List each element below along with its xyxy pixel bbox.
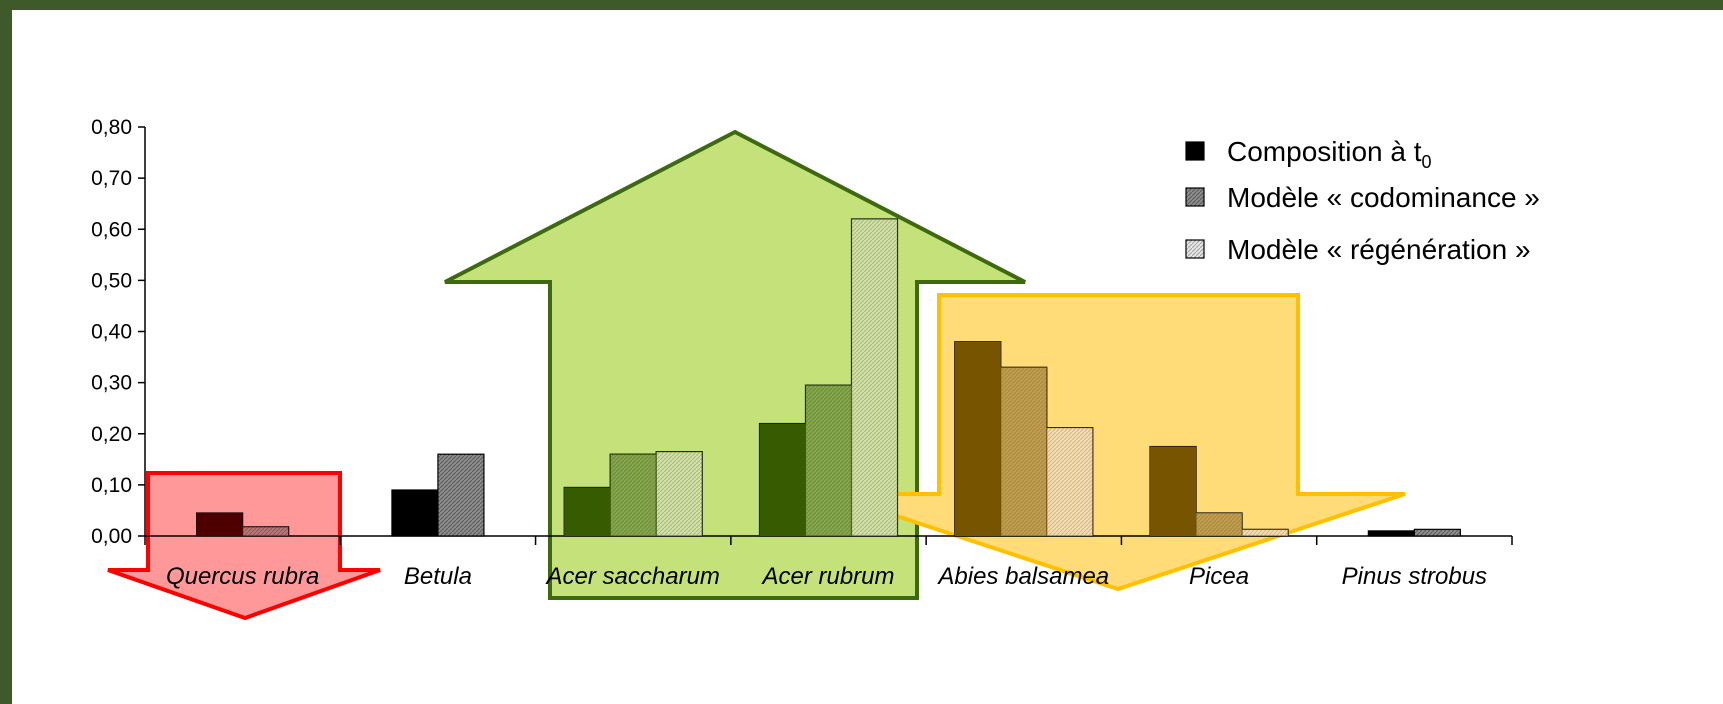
category-label: Picea xyxy=(1189,563,1249,590)
y-tick-label: 0,70 xyxy=(91,167,132,190)
bar-tint-4-1 xyxy=(1000,367,1047,536)
legend-label-2: Modèle « codominance » xyxy=(1227,182,1540,213)
bar-2-2 xyxy=(655,451,703,537)
bar-6-1 xyxy=(1413,528,1461,537)
category-label: Acer rubrum xyxy=(760,563,894,590)
bar-tint-3-1 xyxy=(805,385,852,536)
y-tick-label: 0,50 xyxy=(91,269,132,292)
legend-label-1: Composition à t0 xyxy=(1227,136,1432,172)
y-tick-label: 0,10 xyxy=(91,474,132,497)
category-label: Pinus strobus xyxy=(1342,563,1487,590)
legend-swatch-2 xyxy=(1185,187,1205,207)
bar-tint-3-0 xyxy=(759,423,806,536)
legend-label-3: Modèle « régénération » xyxy=(1227,234,1531,265)
bar-1-0 xyxy=(391,489,439,537)
category-label: Abies balsamea xyxy=(936,563,1109,590)
legend-swatch-1 xyxy=(1185,141,1205,161)
annotation-arrow-1 xyxy=(107,471,381,621)
y-tick-label: 0,80 xyxy=(91,116,132,139)
bar-tint-0-1 xyxy=(242,526,289,536)
y-tick-label: 0,40 xyxy=(91,321,132,344)
tint-layer xyxy=(196,219,1289,536)
bar-6-0 xyxy=(1367,530,1415,537)
y-tick-label: 0,30 xyxy=(91,372,132,395)
bar-tint-4-2 xyxy=(1046,427,1093,536)
y-tick-label: 0,60 xyxy=(91,218,132,241)
bar-tint-2-0 xyxy=(564,487,611,536)
bar-tint-0-0 xyxy=(196,512,243,536)
bar-tint-2-2 xyxy=(656,451,703,536)
category-label: Betula xyxy=(404,563,472,590)
annotation-layer xyxy=(107,129,1406,621)
bar-tint-4-0 xyxy=(954,341,1001,536)
category-label: Acer saccharum xyxy=(545,563,720,590)
y-tick-label: 0,00 xyxy=(91,525,132,548)
bar-tint-2-1 xyxy=(610,454,657,536)
y-tick-label: 0,20 xyxy=(91,423,132,446)
bar-tint-3-2 xyxy=(851,219,898,536)
label-layer: 0,00 0,10 0,20 0,30 0,40 0,50 0,60 0,70 0,80 Quer… xyxy=(91,116,1487,590)
bar-1-1 xyxy=(437,453,485,537)
category-label: Quercus rubra xyxy=(166,563,319,590)
bar-tint-5-2 xyxy=(1242,529,1289,536)
legend: Composition à t0 Modèle « codominance » Mo… xyxy=(1185,136,1540,265)
bar-tint-5-0 xyxy=(1150,446,1197,536)
bar-tint-5-1 xyxy=(1196,512,1243,536)
legend-swatch-3 xyxy=(1185,239,1205,259)
bar-3-2 xyxy=(850,218,899,537)
